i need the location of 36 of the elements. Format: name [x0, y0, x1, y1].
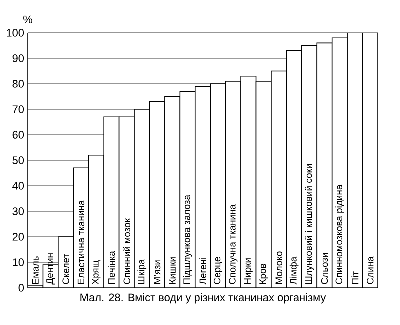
- x-tick-label: Сльози: [321, 253, 328, 284]
- x-tick-label: М’язи: [154, 260, 161, 284]
- x-tick-label: Шлунковий і кишковий соки: [305, 164, 314, 284]
- y-tick-label: 60: [12, 131, 24, 139]
- y-tick-label: 80: [12, 80, 24, 88]
- x-tick-label: Еластична тканина: [78, 200, 85, 284]
- x-tick-label: Легені: [200, 258, 206, 285]
- x-tick-label: Молоко: [276, 252, 282, 284]
- text: Мал. 28. Вміст води у різних тканинах організму: [80, 294, 326, 304]
- y-tick-label: 100: [7, 29, 24, 37]
- x-tick-label: Сполучна тканина: [229, 204, 238, 284]
- x-tick-label: Нирки: [244, 258, 253, 284]
- y-tick-label: 30: [12, 208, 24, 216]
- x-tick-label: Кишки: [169, 258, 176, 284]
- y-tick-label: 20: [12, 233, 24, 241]
- x-tick-label: Спинномозкова рідина: [336, 184, 344, 284]
- x-tick-label: Підшлункова залоза: [183, 194, 192, 284]
- x-tick-label: Кров: [260, 264, 268, 284]
- x-tick-label: Слина: [367, 256, 374, 284]
- x-tick-label: Дентин: [46, 254, 56, 285]
- x-tick-label: Серце: [214, 257, 223, 284]
- x-tick-label: Піт: [352, 272, 359, 284]
- y-tick-label: 50: [12, 156, 24, 164]
- y-tick-label: 0: [18, 284, 24, 292]
- x-tick-label: Хрящ: [92, 260, 101, 285]
- x-tick-label: Лімфа: [290, 256, 299, 285]
- x-tick-label: Спинний мозок: [123, 218, 130, 284]
- x-tick-label: Скелет: [62, 254, 70, 284]
- y-tick-label: 90: [12, 54, 24, 62]
- y-axis-title: %: [24, 16, 32, 24]
- x-tick-label: Шкіра: [138, 259, 147, 284]
- y-tick-label: 10: [13, 258, 24, 266]
- y-tick-label: 40: [12, 182, 24, 190]
- x-tick-label: Печінка: [108, 251, 116, 284]
- x-tick-label: Емаль: [32, 256, 39, 284]
- y-tick-label: 70: [12, 106, 24, 114]
